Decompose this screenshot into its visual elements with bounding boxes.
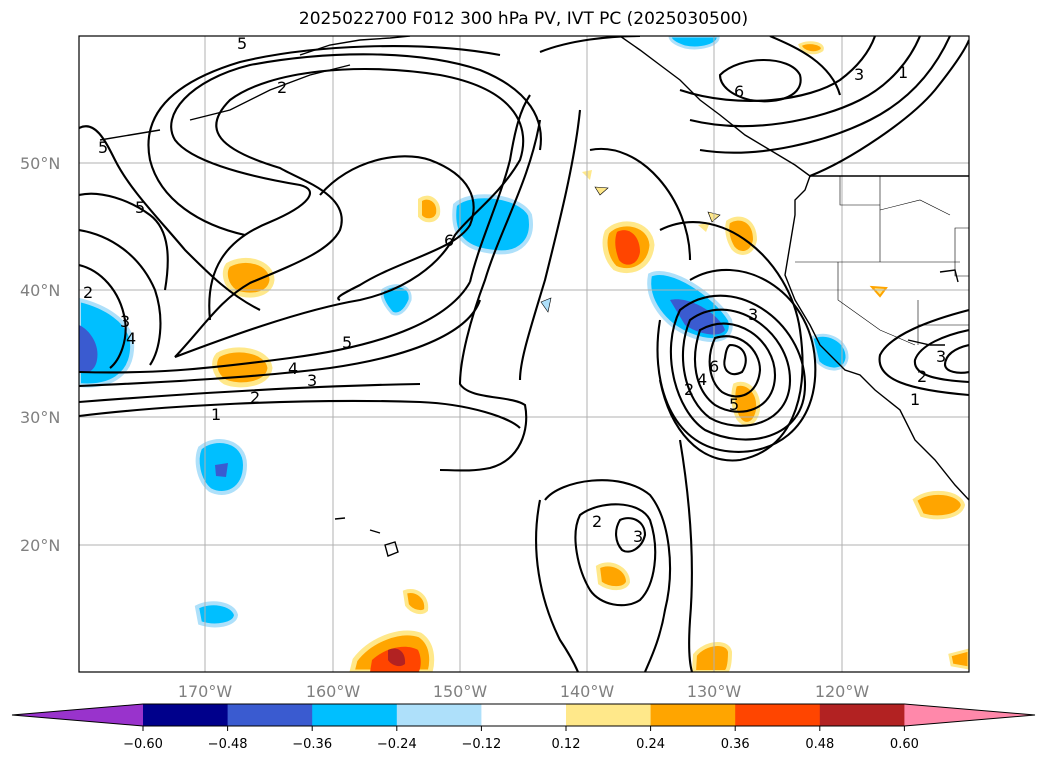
svg-text:1: 1 [910, 390, 920, 409]
longitude-labels: 170°W 160°W 150°W 140°W 130°W 120°W [178, 682, 870, 701]
svg-text:5: 5 [729, 395, 739, 414]
lon-label: 170°W [178, 682, 233, 701]
svg-text:3: 3 [854, 65, 864, 84]
svg-text:4: 4 [288, 359, 298, 378]
svg-text:5: 5 [135, 198, 145, 217]
colorbar-segment [481, 704, 567, 726]
svg-text:4: 4 [126, 329, 136, 348]
latitude-labels: 50°N 40°N 30°N 20°N [20, 154, 60, 555]
colorbar-tick-label: −0.36 [292, 737, 332, 752]
svg-text:1: 1 [211, 405, 221, 424]
lat-label: 40°N [20, 281, 60, 300]
colorbar-ticks: −0.60 −0.48 −0.36 −0.24 −0.12 0.12 0.24 0.36 0.4… [123, 726, 919, 752]
colorbar-tick-label: 0.48 [805, 737, 834, 752]
colorbar-segment [650, 704, 736, 726]
graticule [79, 36, 969, 672]
colorbar-segment [566, 704, 652, 726]
lon-label: 120°W [815, 682, 870, 701]
colorbar-tick-label: 0.12 [552, 737, 581, 752]
colorbar-segment [396, 704, 482, 726]
colorbar-tick-label: −0.48 [208, 737, 248, 752]
svg-text:2: 2 [250, 388, 260, 407]
svg-text:2: 2 [592, 512, 602, 531]
svg-text:5: 5 [237, 34, 247, 53]
colorbar-tick-label: 0.24 [636, 737, 665, 752]
svg-text:3: 3 [748, 305, 758, 324]
colorbar-segments [11, 703, 1036, 727]
svg-text:3: 3 [307, 371, 317, 390]
colorbar-segment [819, 704, 905, 726]
positive-anomaly-shading [212, 41, 969, 672]
colorbar-tick-label: 0.36 [721, 737, 750, 752]
svg-text:4: 4 [697, 370, 707, 389]
colorbar-segment [312, 704, 398, 726]
colorbar-segment [227, 704, 313, 726]
colorbar-tick-label: −0.12 [461, 737, 501, 752]
colorbar-tick-label: 0.60 [890, 737, 919, 752]
lon-label: 150°W [433, 682, 488, 701]
colorbar-segment [735, 704, 821, 726]
colorbar-tick-label: −0.24 [377, 737, 417, 752]
svg-text:5: 5 [342, 333, 352, 352]
ivt-contours [79, 36, 969, 672]
svg-text:3: 3 [120, 312, 130, 331]
map-frame [78, 35, 970, 673]
contour-labels: 5 2 6 3 1 5 5 2 3 4 6 5 4 3 2 1 3 2 4 6 … [83, 34, 946, 546]
state-borders [795, 176, 969, 346]
svg-text:5: 5 [98, 138, 108, 157]
lon-label: 140°W [560, 682, 615, 701]
svg-text:2: 2 [83, 283, 93, 302]
svg-text:6: 6 [444, 231, 454, 250]
colorbar: −0.60 −0.48 −0.36 −0.24 −0.12 0.12 0.24 0.36 0.4… [11, 703, 1036, 752]
colorbar-extend-high [904, 704, 1035, 726]
map-title: 2025022700 F012 300 hPa PV, IVT PC (2025… [298, 9, 749, 29]
svg-text:1: 1 [898, 63, 908, 82]
lon-label: 130°W [687, 682, 742, 701]
svg-text:2: 2 [917, 367, 927, 386]
svg-text:3: 3 [633, 527, 643, 546]
lat-label: 30°N [20, 408, 60, 427]
colorbar-segment [143, 704, 229, 726]
lon-label: 160°W [306, 682, 361, 701]
lat-label: 50°N [20, 154, 60, 173]
svg-text:6: 6 [709, 357, 719, 376]
svg-text:6: 6 [734, 82, 744, 101]
lat-label: 20°N [20, 536, 60, 555]
svg-text:2: 2 [277, 78, 287, 97]
svg-text:3: 3 [936, 347, 946, 366]
colorbar-tick-label: −0.60 [123, 737, 163, 752]
svg-text:2: 2 [684, 380, 694, 399]
colorbar-extend-low [12, 704, 143, 726]
